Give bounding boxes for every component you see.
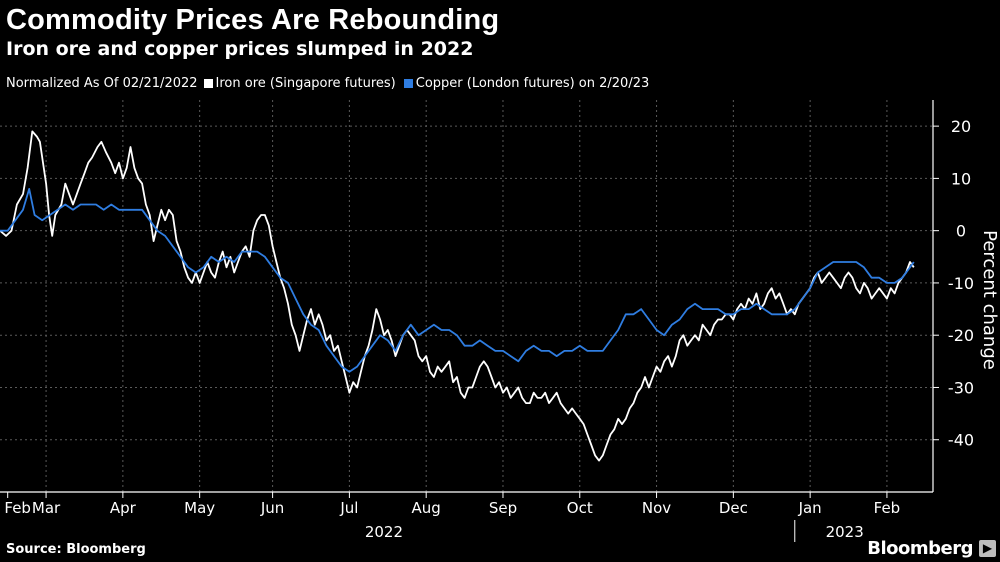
normalization-note: Normalized As Of 02/21/2022 <box>6 76 198 91</box>
y-tick-label: 0 <box>956 222 966 241</box>
brand-logo-text: Bloomberg <box>867 538 973 559</box>
y-tick-label: 20 <box>951 117 971 136</box>
brand: Bloomberg ▶ <box>867 538 996 559</box>
legend-label-iron-ore: Iron ore (Singapore futures) <box>215 76 396 91</box>
legend-swatch-copper <box>403 79 413 88</box>
x-year-label: 2023 <box>826 523 864 541</box>
x-tick-label: May <box>184 499 215 517</box>
bloomberg-terminal-icon: ▶ <box>979 540 996 557</box>
x-tick-label: Feb <box>874 499 901 517</box>
x-axis-ticks: Feb Mar Apr May Jun Jul Aug Sep Oct Nov Dec Jan Feb2… <box>4 492 900 542</box>
chart-title: Commodity Prices Are Rebounding <box>6 4 500 36</box>
x-tick-label: Jan <box>798 499 822 517</box>
x-tick-label: Nov <box>642 499 671 517</box>
y-axis-ticks: 20 10 0 -10 -20 -30 -40 <box>933 117 974 450</box>
legend-item-copper: Copper (London futures) on 2/20/23 <box>403 76 650 91</box>
legend-item-iron-ore: Iron ore (Singapore futures) <box>203 76 396 91</box>
y-tick-label: -30 <box>948 378 974 397</box>
x-tick-label: Aug <box>412 499 441 517</box>
legend: Normalized As Of 02/21/2022 Iron ore (Si… <box>6 76 657 91</box>
x-tick-label: Dec <box>719 499 748 517</box>
gridlines <box>0 100 933 492</box>
series-lines <box>0 130 915 462</box>
y-axis-label: Percent change <box>979 230 1000 370</box>
y-tick-label: -40 <box>948 431 974 450</box>
x-tick-label: Sep <box>489 499 517 517</box>
x-year-label: 2022 <box>365 523 403 541</box>
x-tick-label: Jul <box>339 499 358 517</box>
legend-swatch-iron-ore <box>203 79 213 88</box>
x-tick-label: Mar <box>32 499 61 517</box>
series-line-copper <box>0 188 915 373</box>
source-note: Source: Bloomberg <box>6 542 146 557</box>
y-tick-label: 10 <box>951 169 971 188</box>
x-tick-label: Jun <box>260 499 284 517</box>
x-tick-label: Apr <box>110 499 137 517</box>
series-line-iron-ore <box>0 130 915 462</box>
y-tick-label: -20 <box>948 326 974 345</box>
x-tick-label: Feb <box>4 499 31 517</box>
legend-label-copper: Copper (London futures) on 2/20/23 <box>415 76 650 91</box>
y-tick-label: -10 <box>948 274 974 293</box>
axes <box>0 100 934 493</box>
x-tick-label: Oct <box>567 499 593 517</box>
chart-subtitle: Iron ore and copper prices slumped in 20… <box>6 38 474 60</box>
